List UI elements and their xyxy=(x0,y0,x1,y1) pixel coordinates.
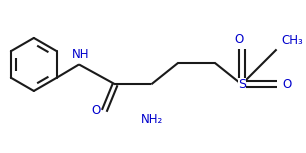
Text: CH₃: CH₃ xyxy=(282,34,303,47)
Text: NH₂: NH₂ xyxy=(141,113,164,126)
Text: O: O xyxy=(91,104,101,117)
Text: S: S xyxy=(238,78,246,91)
Text: O: O xyxy=(283,78,292,91)
Text: O: O xyxy=(234,33,243,46)
Text: NH: NH xyxy=(72,48,89,61)
